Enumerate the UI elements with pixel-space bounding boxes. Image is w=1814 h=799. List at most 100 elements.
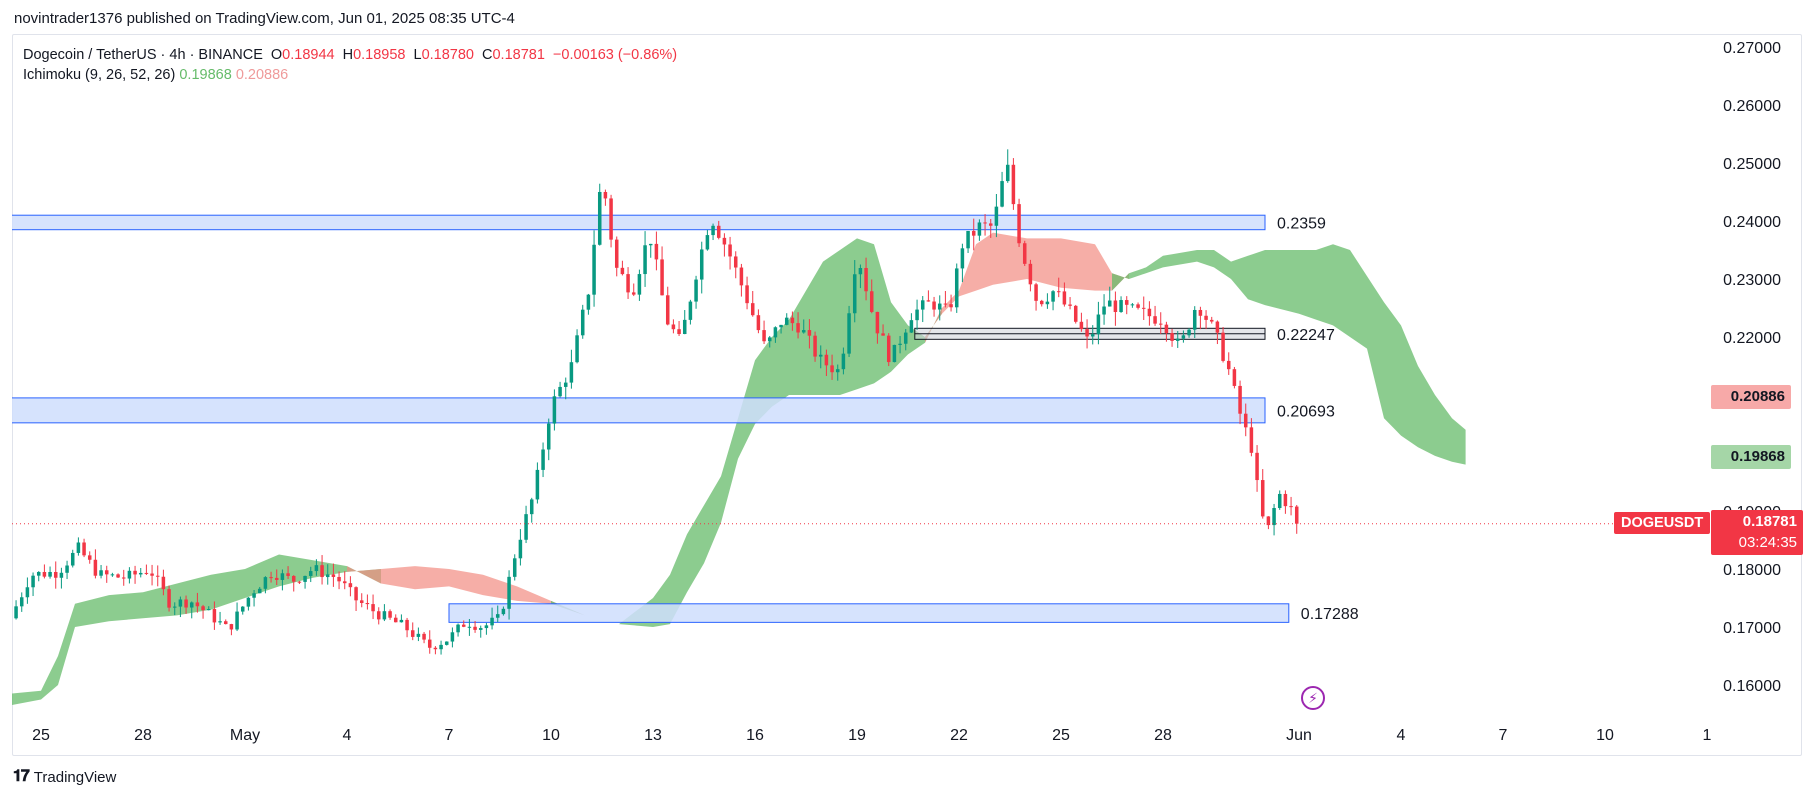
plot-area [12,149,1709,705]
candle-body-149 [858,267,863,275]
candle-body-18 [116,574,120,578]
candle-body-65 [382,611,387,620]
candle-body-45 [269,577,273,579]
candle-body-46 [274,577,279,580]
candle-body-5 [42,571,47,577]
tradingview-branding: 𝟏𝟕 TradingView [13,768,116,786]
candle-body-193 [1107,300,1112,307]
candle-body-62 [365,602,370,605]
candle-body-223 [1277,493,1282,509]
candle-body-200 [1147,308,1152,317]
candle-body-80 [467,626,472,628]
candle-body-195 [1119,300,1123,313]
candle-body-32 [195,602,200,607]
candle-body-176 [1011,164,1016,205]
brand-name: TradingView [33,768,117,786]
y-tick-label-11: 0.16000 [1723,678,1781,695]
candle-body-9 [65,565,69,573]
candle-body-205 [1175,338,1180,341]
candle-body-10 [70,552,75,566]
candle-body-108 [626,274,630,293]
candle-body-143 [824,354,829,366]
tradingview-logo-icon: 𝟏𝟕 [13,768,30,785]
candle-body-144 [830,365,834,373]
candle-body-174 [1000,181,1004,207]
candle-body-103 [597,191,602,245]
x-tick-label-5: 10 [542,727,560,744]
candle-body-36 [218,621,222,623]
candle-body-114 [660,259,664,296]
candle-body-225 [1289,506,1293,508]
candle-body-48 [286,573,290,576]
candle-body-73 [427,639,432,648]
candle-body-127 [733,256,738,268]
candle-body-12 [82,542,86,556]
candle-body-139 [801,330,806,333]
candle-body-26 [161,576,166,590]
candle-body-59 [348,583,353,588]
candle-body-68 [399,619,404,623]
candle-body-101 [586,294,591,310]
candle-body-183 [1051,291,1055,302]
candle-body-113 [654,243,659,260]
candle-body-2 [25,587,30,598]
candle-body-187 [1073,305,1078,322]
candle-body-148 [852,274,857,314]
candle-body-155 [892,344,897,363]
candle-body-60 [354,587,358,601]
candle-body-30 [184,599,188,608]
x-tick-label-16: 1 [1703,727,1712,744]
candle-body-182 [1045,301,1050,305]
candle-body-33 [201,606,205,611]
candle-body-170 [977,222,982,236]
candle-body-47 [280,573,285,580]
candle-body-220 [1260,480,1265,517]
candle-body-119 [688,301,693,320]
candle-body-35 [212,609,217,623]
candle-body-120 [694,279,698,302]
candle-body-129 [745,285,749,304]
candle-body-192 [1102,306,1106,315]
candle-body-141 [813,335,817,357]
lightning-icon[interactable]: ⚡ [1301,686,1325,710]
x-tick-label-10: 25 [1052,727,1070,744]
candle-body-61 [359,600,364,603]
last-price-tag: 0.18781 03:24:35 [1711,510,1803,555]
y-tick-label-9: 0.18000 [1723,562,1781,579]
candle-body-164 [943,303,948,305]
candle-body-38 [229,624,234,630]
zone-label-0: 0.2359 [1277,215,1326,232]
candle-body-97 [563,382,568,387]
candle-body-211 [1209,319,1214,322]
candle-body-51 [303,575,307,582]
grey-zone-label: 0.22247 [1277,327,1335,344]
bullish-cloud-segment-0 [12,554,381,705]
candle-body-203 [1164,324,1169,334]
candle-body-215 [1232,369,1237,386]
candle-body-154 [886,335,891,363]
candle-body-167 [960,248,965,269]
candle-body-210 [1204,315,1208,320]
y-tick-label-3: 0.24000 [1723,214,1781,231]
candle-body-20 [127,570,132,579]
candle-body-16 [104,570,109,575]
zone-label-1: 0.20693 [1277,403,1335,420]
x-tick-label-6: 13 [644,727,662,744]
candle-body-85 [495,614,500,618]
last-price-value: 0.18781 [1742,513,1797,530]
x-tick-label-2: May [230,727,260,744]
candle-body-27 [167,589,171,608]
candle-body-100 [580,309,585,336]
candle-body-128 [739,267,744,286]
candle-body-209 [1198,309,1203,316]
candle-body-54 [320,565,324,578]
candle-body-180 [1034,284,1038,301]
candle-body-160 [920,300,925,310]
candle-body-121 [699,249,704,280]
candle-body-126 [728,244,732,257]
candle-body-109 [631,292,636,295]
candle-body-82 [478,628,483,630]
candle-body-67 [393,617,398,623]
publisher-caption: novintrader1376 published on TradingView… [14,10,515,27]
